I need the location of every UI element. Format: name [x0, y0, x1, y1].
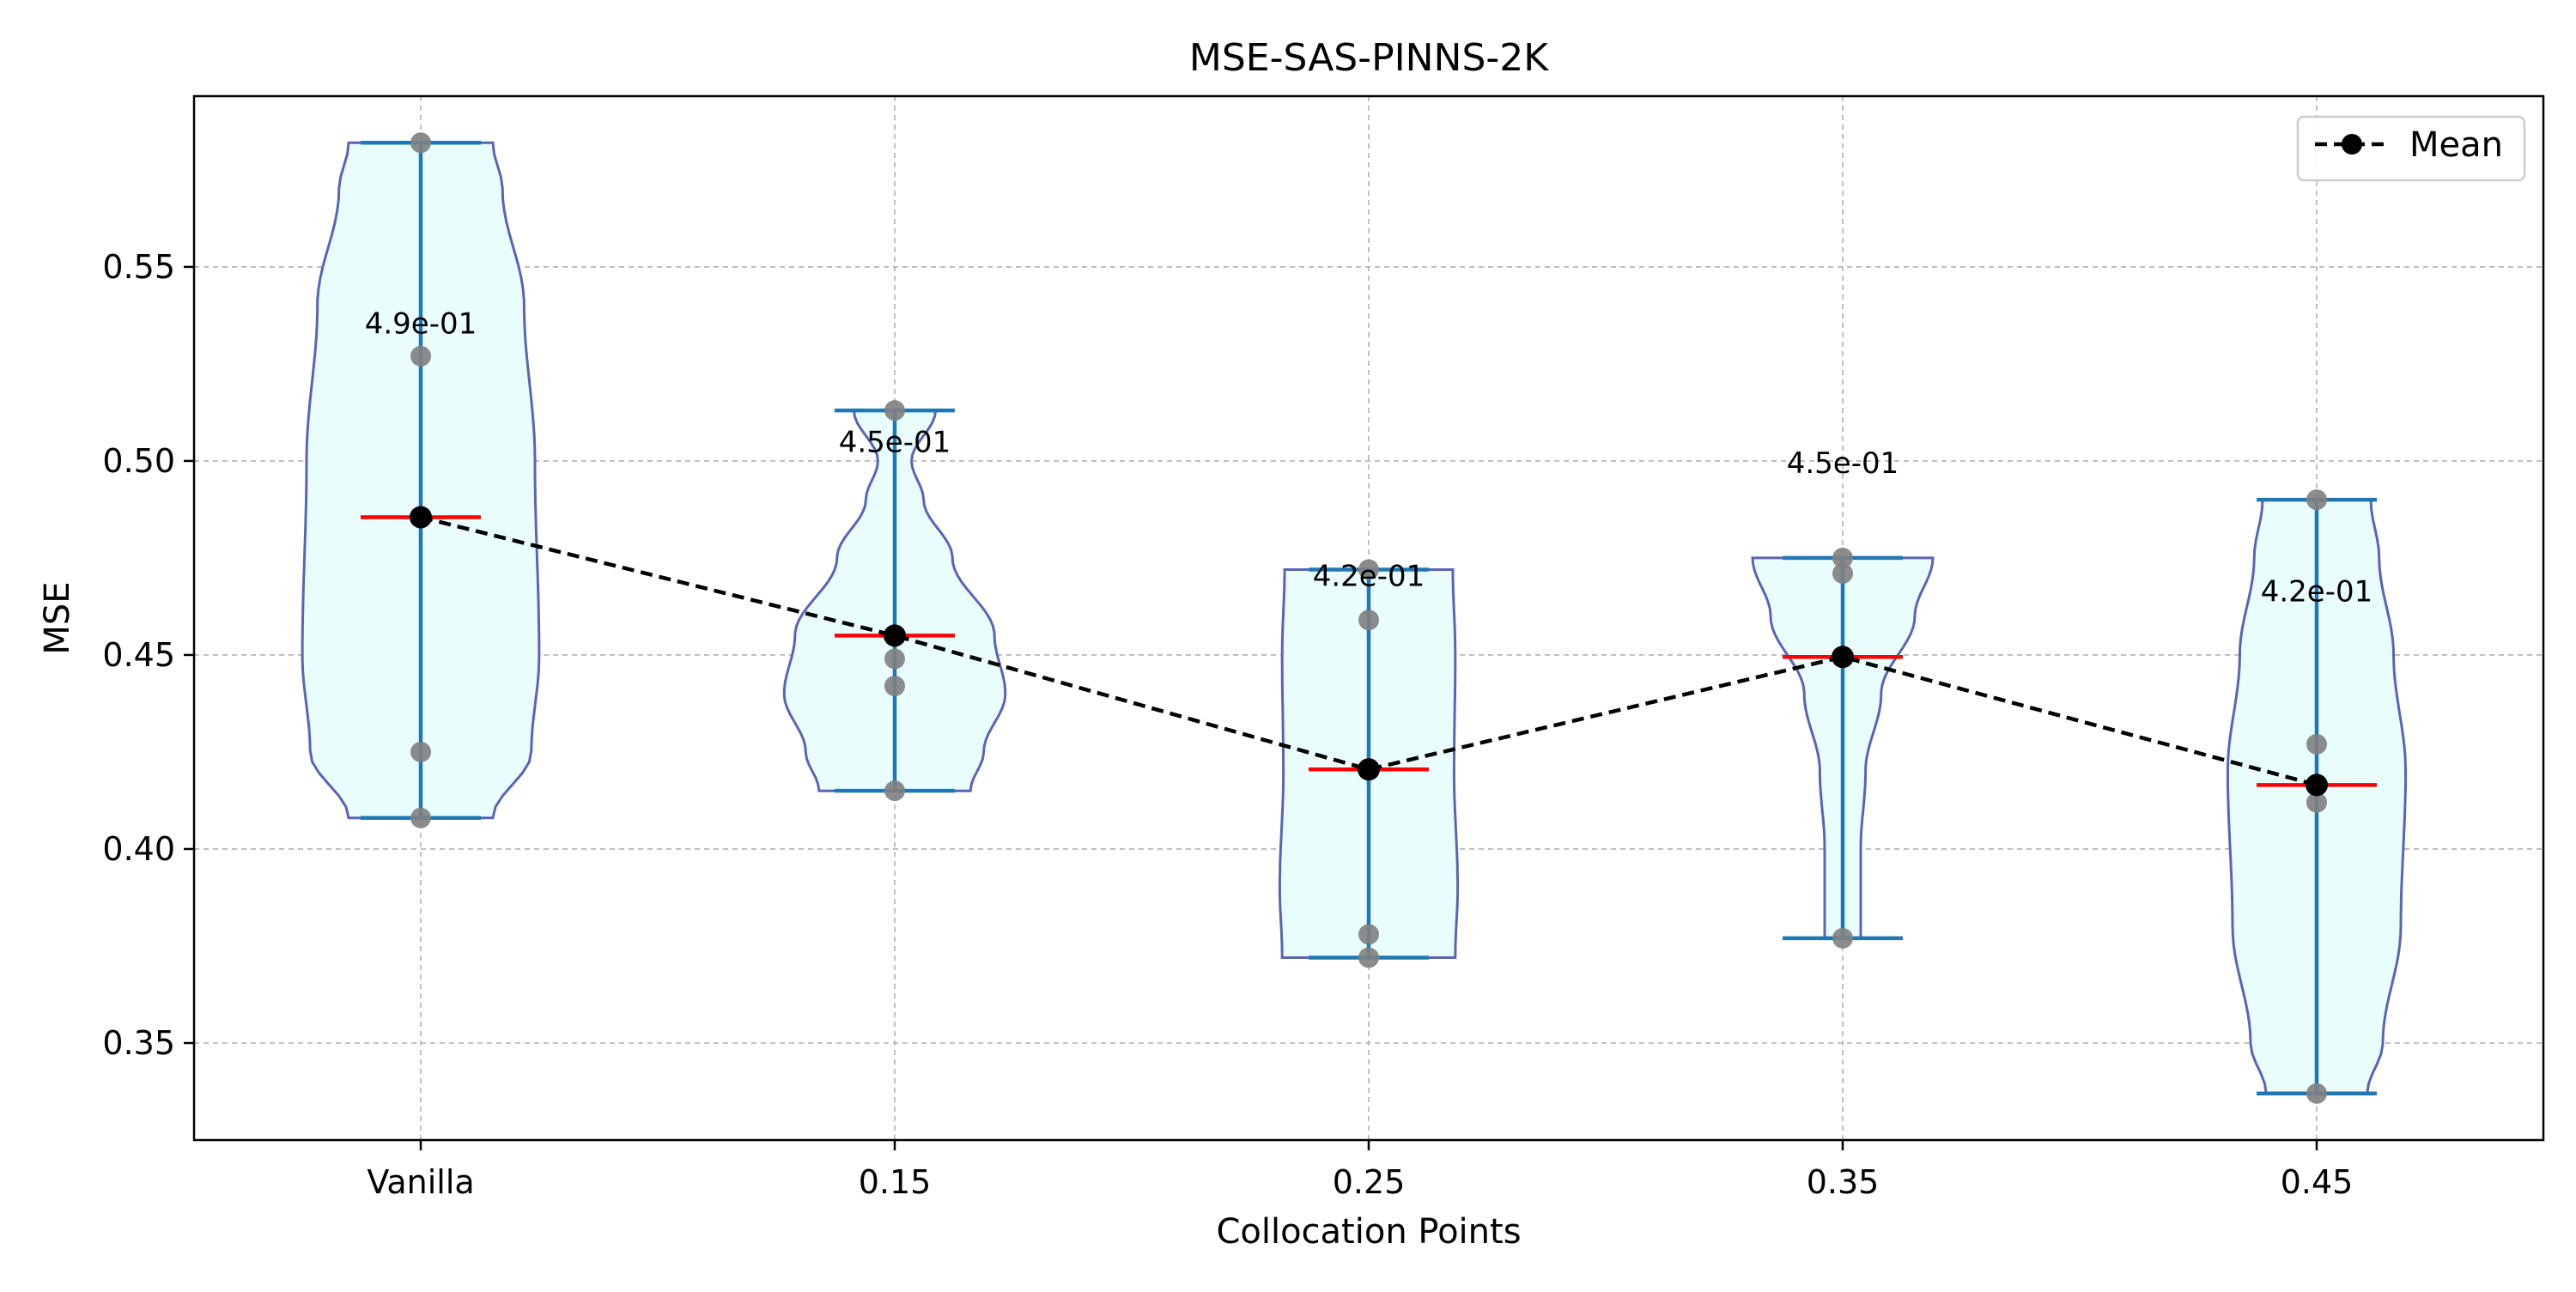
data-point — [1832, 547, 1853, 568]
x-tick-label: 0.25 — [1333, 1163, 1406, 1201]
data-point — [1358, 610, 1379, 631]
data-point — [884, 648, 905, 670]
mean-value-label: 4.5e-01 — [1787, 446, 1899, 481]
x-tick-label: 0.45 — [2281, 1163, 2354, 1201]
data-point — [2306, 733, 2327, 755]
data-point — [410, 345, 431, 367]
chart-title: MSE-SAS-PINNS-2K — [1189, 36, 1549, 80]
y-tick-label: 0.55 — [102, 248, 175, 286]
y-axis-label: MSE — [38, 581, 77, 654]
mean-value-label: 4.5e-01 — [839, 425, 951, 459]
mean-series — [410, 506, 2328, 797]
x-tick-label: 0.35 — [1807, 1163, 1880, 1201]
mean-value-label: 4.9e-01 — [365, 306, 477, 341]
y-axis-ticks: 0.35 0.40 0.45 0.50 0.55 — [102, 248, 194, 1062]
mean-marker — [2306, 773, 2328, 797]
y-tick-label: 0.50 — [102, 442, 175, 480]
mean-labels: 4.9e-01 4.5e-01 4.2e-01 4.5e-01 4.2e-01 — [365, 306, 2373, 609]
legend-box — [2296, 115, 2526, 182]
violins — [301, 141, 2408, 1095]
mean-value-label: 4.2e-01 — [2261, 574, 2373, 609]
data-points — [410, 132, 2327, 1104]
y-tick-label: 0.35 — [102, 1024, 175, 1062]
y-tick-label: 0.40 — [102, 830, 175, 868]
y-tick-label: 0.45 — [102, 636, 175, 674]
data-point — [884, 676, 905, 697]
data-point — [1358, 559, 1379, 580]
legend-mean-marker-icon — [2342, 134, 2362, 155]
x-tick-label: Vanilla — [367, 1163, 474, 1201]
mean-marker — [1358, 758, 1380, 781]
legend-mean-label: Mean — [2409, 125, 2503, 165]
data-point — [884, 780, 905, 802]
data-point — [1358, 924, 1379, 945]
legend: Mean — [2296, 115, 2526, 182]
mean-marker — [884, 624, 906, 647]
data-point — [2306, 792, 2327, 813]
x-tick-label: 0.15 — [859, 1163, 932, 1201]
data-point — [1358, 947, 1379, 968]
data-point — [410, 741, 431, 762]
x-axis-ticks: Vanilla 0.15 0.25 0.35 0.45 — [367, 1140, 2353, 1201]
data-point — [410, 132, 431, 154]
data-point — [410, 807, 431, 828]
data-point — [2306, 489, 2327, 511]
mean-marker — [410, 506, 432, 529]
data-point — [884, 400, 905, 422]
data-point — [1832, 563, 1853, 585]
mean-line — [420, 515, 2318, 787]
mean-marker — [1832, 646, 1854, 669]
data-point — [1832, 927, 1853, 949]
data-point — [2306, 1083, 2327, 1104]
mean-value-label: 4.2e-01 — [1313, 559, 1425, 593]
x-axis-label: Collocation Points — [1216, 1212, 1521, 1252]
